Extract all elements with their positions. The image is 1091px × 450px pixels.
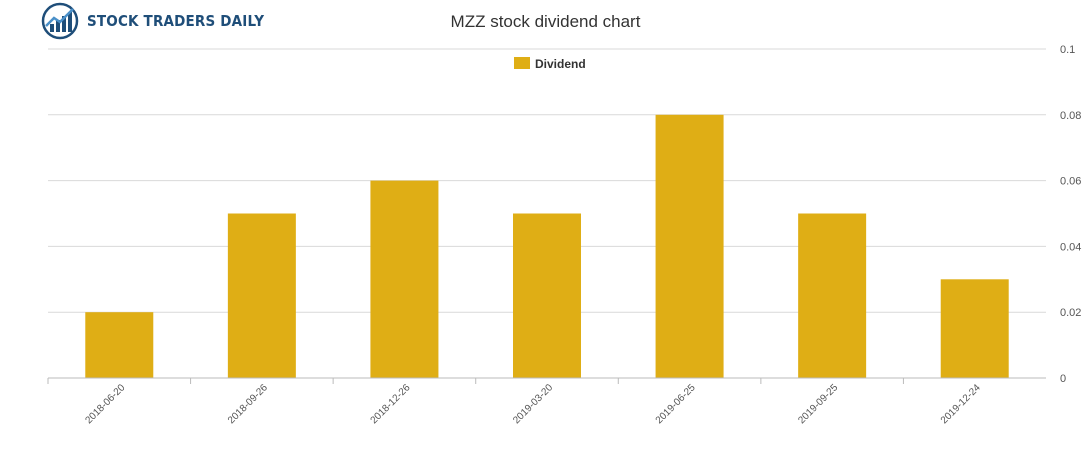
bar-2018-06-20 [85, 312, 154, 378]
chart-title: MZZ stock dividend chart [450, 12, 641, 31]
brand-logo: STOCK TRADERS DAILY [40, 2, 284, 40]
y-tick-label: 0.02 [1060, 307, 1081, 319]
y-tick-label: 0.1 [1060, 44, 1075, 56]
y-tick-label: 0.04 [1060, 241, 1081, 253]
bar-2019-03-20 [513, 213, 581, 378]
x-tick-label: 2018-09-26 [226, 382, 270, 426]
y-tick-label: 0.06 [1060, 176, 1081, 188]
brand-name: STOCK TRADERS DAILY [87, 12, 265, 30]
y-tick-label: 0.08 [1060, 110, 1081, 122]
bar-2019-12-24 [940, 279, 1009, 378]
bar-2018-12-26 [370, 180, 439, 378]
legend: Dividend [514, 57, 586, 71]
bar-2019-09-25 [798, 213, 867, 378]
legend-swatch [514, 57, 530, 69]
x-tick-label: 2019-03-20 [511, 382, 555, 426]
x-tick-label: 2019-12-24 [939, 382, 983, 426]
bar-2019-06-25 [655, 114, 724, 379]
y-tick-label: 0 [1060, 373, 1066, 385]
x-tick-label: 2019-06-25 [654, 382, 698, 426]
bar-2018-09-26 [227, 213, 296, 378]
x-tick-label: 2018-06-20 [83, 382, 127, 426]
chart-globe-logo-icon [41, 2, 79, 40]
x-tick-label: 2018-12-26 [369, 382, 413, 426]
x-tick-label: 2019-09-25 [796, 382, 840, 426]
bars [85, 114, 1009, 379]
legend-label: Dividend [535, 57, 586, 71]
